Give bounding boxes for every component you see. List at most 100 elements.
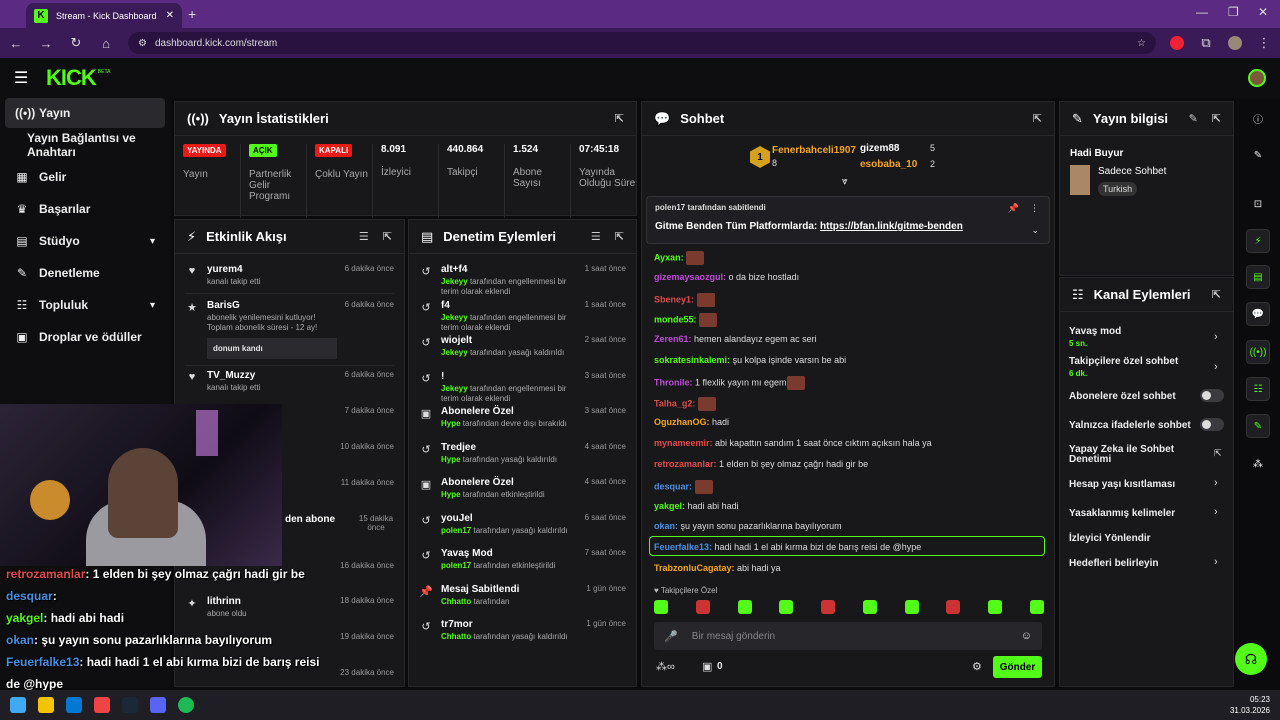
home-icon[interactable]: ⌂ [102, 35, 110, 51]
banned-words-item[interactable]: Yasaklanmış kelimeler [1069, 508, 1176, 519]
more-apps-icon[interactable]: ⁂ [1253, 458, 1263, 470]
kick-logo[interactable]: KICK [46, 65, 97, 90]
popout-icon[interactable]: ⇱ [1211, 113, 1221, 125]
edit-icon[interactable]: ✎ [1188, 113, 1198, 125]
gifter-name[interactable]: esobaba_10 [860, 159, 918, 170]
chat-message[interactable]: monde55: [654, 313, 718, 328]
capture-icon[interactable]: ⊡ [1253, 198, 1263, 210]
file-explorer-icon[interactable] [38, 697, 54, 713]
stream-category[interactable]: Sadece Sohbet [1098, 166, 1167, 177]
chat-message[interactable]: Ayxan: [654, 251, 705, 265]
popout-icon[interactable]: ⇱ [614, 231, 624, 243]
chevron-right-icon[interactable]: › [1214, 331, 1218, 343]
chat-message[interactable]: Thronile: 1 flexlik yayın mı egem [654, 375, 805, 390]
chevron-right-icon[interactable]: › [1214, 556, 1218, 568]
chat-message[interactable]: okan: şu yayın sonu pazarlıklarına bayıl… [654, 521, 842, 532]
discord-icon[interactable] [150, 697, 166, 713]
close-window-icon[interactable]: ✕ [1258, 5, 1269, 19]
chat-message[interactable]: TrabzonluCagatay: abi hadi ya [654, 563, 781, 573]
mic-icon[interactable]: 🎤 [664, 630, 678, 643]
chat-rail-icon[interactable]: 💬 [1246, 302, 1270, 326]
actions-rail-icon[interactable]: ☷ [1246, 377, 1270, 401]
send-button[interactable]: Gönder [993, 656, 1042, 678]
chat-message[interactable]: Sbeney1: [654, 292, 715, 307]
back-icon[interactable]: ← [9, 35, 23, 51]
browser-tab[interactable]: K Stream - Kick Dashboard ✕ [26, 3, 182, 28]
followers-only-item[interactable]: Takipçilere özel sohbet 6 dk. [1069, 356, 1179, 378]
new-tab-icon[interactable]: + [188, 6, 197, 22]
emote-button[interactable] [654, 600, 668, 614]
sidebar-item-denetleme[interactable]: ✎ Denetleme [16, 266, 100, 280]
emote-button[interactable] [904, 600, 919, 614]
user-avatar[interactable] [1248, 69, 1266, 87]
emote-button[interactable] [737, 600, 752, 614]
steam-icon[interactable] [122, 697, 138, 713]
chat-message[interactable]: retrozamanlar: 1 elden bi şey olmaz çağr… [654, 459, 869, 469]
spotify-icon[interactable] [178, 697, 194, 713]
emote-button[interactable] [779, 600, 794, 614]
chat-input[interactable]: 🎤 Bir mesaj gönderin ☺ [654, 622, 1042, 650]
chat-message[interactable]: Talha_g2: [654, 396, 716, 411]
menu-kebab-icon[interactable]: ⋮ [1257, 35, 1271, 50]
gifter-name[interactable]: gizem88 [860, 143, 900, 154]
forward-icon[interactable]: → [39, 35, 53, 51]
emote-button[interactable] [862, 600, 877, 614]
emote-button[interactable] [1029, 600, 1044, 614]
chat-message[interactable]: sokratesinkalemi: şu kolpa işinde varsın… [654, 355, 847, 365]
close-tab-icon[interactable]: ✕ [165, 10, 174, 21]
pinned-link[interactable]: https://bfan.link/gitme-benden [820, 221, 963, 232]
info-icon[interactable]: ⓘ [1253, 114, 1263, 126]
emotes-only-toggle[interactable] [1200, 418, 1224, 431]
gift-icon[interactable]: ▣ [702, 661, 713, 673]
hamburger-menu-icon[interactable]: ☰ [14, 70, 29, 87]
site-info-icon[interactable]: ⚙ [138, 37, 147, 49]
profile-icon[interactable] [1228, 36, 1242, 50]
chat-message[interactable]: OguzhanOG: hadi [654, 417, 730, 428]
chat-message[interactable]: yakgel: hadi abi hadi [654, 500, 739, 511]
info-rail-icon[interactable]: ✎ [1246, 414, 1270, 438]
popout-icon[interactable]: ⇱ [1211, 289, 1221, 301]
sidebar-item-yayin[interactable]: ((•)) Yayın [5, 98, 165, 128]
edit-icon[interactable]: ✎ [1253, 149, 1263, 161]
account-age-item[interactable]: Hesap yaşı kısıtlaması [1069, 479, 1176, 490]
chat-message[interactable]: mynameemir: abi kapattın sandım 1 saat ö… [654, 438, 932, 449]
extension-icon[interactable] [1170, 36, 1184, 50]
popout-icon[interactable]: ⇱ [382, 231, 392, 243]
emote-button[interactable] [946, 600, 961, 614]
collapse-chevron-icon[interactable]: ⩔ [842, 176, 848, 187]
moderation-rail-icon[interactable]: ▤ [1246, 265, 1270, 289]
reload-icon[interactable]: ↻ [70, 35, 82, 50]
chevron-right-icon[interactable]: › [1214, 361, 1218, 373]
url-input[interactable]: ⚙ dashboard.kick.com/stream ☆ [128, 32, 1156, 54]
pinned-message[interactable]: polen17 tarafından sabitlendi Gitme Bend… [646, 196, 1050, 244]
chevron-down-icon[interactable]: ⌄ [1031, 225, 1039, 235]
slow-mode-item[interactable]: Yavaş mod 5 sn. [1069, 326, 1122, 348]
outlook-icon[interactable] [66, 697, 82, 713]
support-headset-icon[interactable]: ☊ [1235, 643, 1267, 675]
sidebar-item-basarilar[interactable]: ♛ Başarılar [16, 202, 91, 216]
clock[interactable]: 05:23 31.03.2026 [1229, 694, 1270, 715]
sidebar-item-topluluk[interactable]: ☷ Topluluk ▾ [16, 298, 155, 312]
sidebar-item-gelir[interactable]: ▦ Gelir [16, 170, 67, 184]
sidebar-item-stream-key[interactable]: Yayın Bağlantısı ve Anahtarı [27, 131, 136, 159]
chat-message[interactable]: Feuerfalke13: hadi hadi 1 el abi kırma b… [654, 542, 922, 553]
sidebar-item-droplar[interactable]: ▣ Droplar ve ödüller [16, 330, 142, 344]
emoji-icon[interactable]: ☺ [1020, 630, 1032, 642]
emote-button[interactable] [821, 600, 836, 614]
chevron-right-icon[interactable]: › [1214, 506, 1218, 518]
chat-settings-icon[interactable]: ⚙ [972, 661, 982, 673]
bookmark-star-icon[interactable]: ☆ [1137, 37, 1146, 49]
filter-icon[interactable]: ☰ [358, 231, 369, 243]
extensions-puzzle-icon[interactable]: ⧉ [1201, 35, 1211, 50]
external-link-icon[interactable]: ⇱ [1214, 448, 1222, 458]
more-icon[interactable]: ⋮ [1030, 203, 1039, 213]
chat-message[interactable]: desquar: [654, 479, 713, 494]
chat-message[interactable]: gizemaysaozgul: o da bize hostladı [654, 271, 800, 282]
community-points-icon[interactable]: ⁂∞ [656, 661, 675, 673]
maximize-icon[interactable]: ❐ [1228, 5, 1239, 19]
goals-item[interactable]: Hedefleri belirleyin [1069, 558, 1159, 569]
ai-moderation-item[interactable]: Yapay Zeka ile Sohbet Denetimi [1069, 444, 1175, 465]
chrome-icon[interactable] [94, 697, 110, 713]
emote-button[interactable] [695, 600, 710, 614]
raid-item[interactable]: İzleyici Yönlendir [1069, 533, 1151, 544]
